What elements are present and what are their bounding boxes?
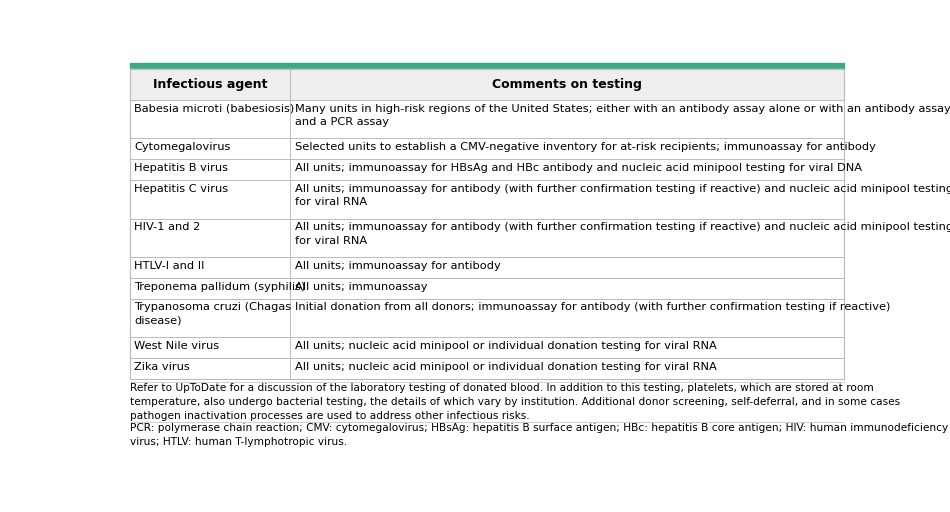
- Text: Zika virus: Zika virus: [134, 362, 190, 372]
- Bar: [129, 63, 845, 69]
- Text: Infectious agent: Infectious agent: [153, 78, 267, 91]
- Text: Treponema pallidum (syphilis): Treponema pallidum (syphilis): [134, 282, 306, 292]
- Text: West Nile virus: West Nile virus: [134, 341, 219, 351]
- Bar: [129, 257, 845, 278]
- Text: Hepatitis C virus: Hepatitis C virus: [134, 184, 228, 194]
- Bar: [129, 219, 845, 257]
- Bar: [129, 180, 845, 219]
- Text: Cytomegalovirus: Cytomegalovirus: [134, 142, 231, 152]
- Text: Comments on testing: Comments on testing: [492, 78, 642, 91]
- Bar: [129, 337, 845, 358]
- Text: All units; immunoassay: All units; immunoassay: [295, 282, 428, 292]
- Text: Hepatitis B virus: Hepatitis B virus: [134, 163, 228, 173]
- Bar: [129, 159, 845, 180]
- Text: HTLV-I and II: HTLV-I and II: [134, 261, 205, 271]
- Text: Selected units to establish a CMV-negative inventory for at-risk recipients; imm: Selected units to establish a CMV-negati…: [295, 142, 876, 152]
- Text: All units; immunoassay for HBsAg and HBc antibody and nucleic acid minipool test: All units; immunoassay for HBsAg and HBc…: [295, 163, 862, 173]
- Text: All units; nucleic acid minipool or individual donation testing for viral RNA: All units; nucleic acid minipool or indi…: [295, 362, 716, 372]
- Bar: [129, 69, 845, 100]
- Bar: [129, 358, 845, 379]
- Text: PCR: polymerase chain reaction; CMV: cytomegalovirus; HBsAg: hepatitis B surface: PCR: polymerase chain reaction; CMV: cyt…: [129, 423, 948, 447]
- Text: Initial donation from all donors; immunoassay for antibody (with further confirm: Initial donation from all donors; immuno…: [295, 303, 890, 312]
- Text: All units; nucleic acid minipool or individual donation testing for viral RNA: All units; nucleic acid minipool or indi…: [295, 341, 716, 351]
- Text: Many units in high-risk regions of the United States; either with an antibody as: Many units in high-risk regions of the U…: [295, 104, 950, 127]
- Text: HIV-1 and 2: HIV-1 and 2: [134, 222, 200, 232]
- Text: All units; immunoassay for antibody (with further confirmation testing if reacti: All units; immunoassay for antibody (wit…: [295, 222, 950, 246]
- Text: All units; immunoassay for antibody: All units; immunoassay for antibody: [295, 261, 501, 271]
- Text: Refer to UpToDate for a discussion of the laboratory testing of donated blood. I: Refer to UpToDate for a discussion of th…: [129, 383, 900, 421]
- Text: All units; immunoassay for antibody (with further confirmation testing if reacti: All units; immunoassay for antibody (wit…: [295, 184, 950, 207]
- Bar: [129, 298, 845, 337]
- Bar: [129, 278, 845, 298]
- Bar: [129, 69, 845, 379]
- Text: Babesia microti (babesiosis): Babesia microti (babesiosis): [134, 104, 294, 114]
- Text: Trypanosoma cruzi (Chagas
disease): Trypanosoma cruzi (Chagas disease): [134, 303, 292, 326]
- Bar: [129, 100, 845, 138]
- Bar: [129, 138, 845, 159]
